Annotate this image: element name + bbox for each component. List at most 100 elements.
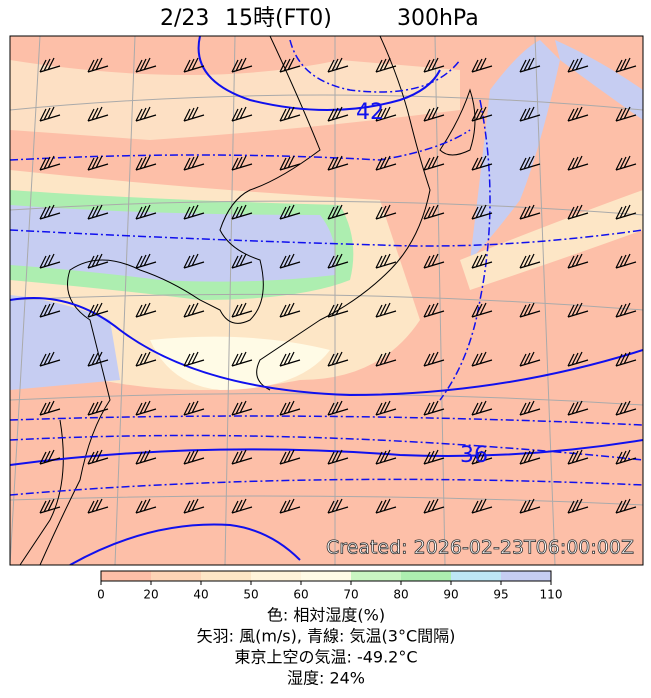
title-date: 2/23 [160, 6, 209, 31]
wind-barb [615, 498, 637, 514]
wind-barb [279, 302, 301, 318]
wind-barb [471, 498, 493, 514]
wind-barb [375, 449, 397, 465]
wind-barb [615, 57, 637, 73]
wind-barb [327, 400, 349, 416]
wind-barb [231, 253, 253, 269]
wind-barb [423, 204, 445, 220]
caption: 色: 相対湿度(%) [267, 606, 385, 625]
contour-label: 42 [356, 100, 384, 125]
wind-barb [423, 155, 445, 171]
wind-barb [567, 498, 589, 514]
wind-barb [471, 302, 493, 318]
colorbar-segment [301, 571, 351, 581]
wind-barb [615, 204, 637, 220]
wind-barb [183, 302, 205, 318]
colorbar-segment [451, 571, 501, 581]
wind-barb [615, 351, 637, 367]
wind-barb [327, 155, 349, 171]
wind-barb [423, 400, 445, 416]
colorbar-segment [101, 571, 151, 581]
wind-barb [231, 449, 253, 465]
wind-barb [279, 253, 301, 269]
wind-barb [135, 400, 157, 416]
wind-barb [279, 498, 301, 514]
wind-barb [183, 155, 205, 171]
wind-barb [87, 106, 109, 122]
wind-barb [327, 351, 349, 367]
wind-barb [423, 302, 445, 318]
wind-barb [471, 155, 493, 171]
wind-barb [327, 204, 349, 220]
wind-barb [279, 400, 301, 416]
wind-barb [375, 253, 397, 269]
colorbar-segment [251, 571, 301, 581]
wind-barb [423, 351, 445, 367]
wind-barb [327, 302, 349, 318]
wind-barb [423, 498, 445, 514]
wind-barb [423, 57, 445, 73]
wind-barb [615, 449, 637, 465]
wind-barb [87, 57, 109, 73]
colorbar-segment [151, 571, 201, 581]
created-stamp: Created: 2026-02-23T06:00:00Z [326, 537, 634, 559]
wind-barb [135, 155, 157, 171]
colorbar-tick-label: 95 [493, 588, 508, 602]
caption: 湿度: 24% [287, 669, 365, 688]
colorbar-tick-label: 110 [540, 588, 563, 602]
wind-barb [519, 449, 541, 465]
wind-barb [375, 498, 397, 514]
colorbar-tick-label: 0 [97, 588, 105, 602]
wind-barb [471, 253, 493, 269]
wind-barb [135, 449, 157, 465]
wind-barb [519, 351, 541, 367]
colorbar-tick-label: 50 [243, 588, 258, 602]
colorbar-tick-label: 70 [343, 588, 358, 602]
wind-barb [87, 400, 109, 416]
wind-barb [39, 400, 61, 416]
wind-barb [231, 57, 253, 73]
colorbar-tick-label: 20 [143, 588, 158, 602]
wind-barb [39, 106, 61, 122]
wind-barb [135, 204, 157, 220]
wind-barb [39, 155, 61, 171]
wind-barb [279, 351, 301, 367]
wind-barb [375, 400, 397, 416]
wind-barb [567, 400, 589, 416]
wind-barb [375, 351, 397, 367]
wind-barb [87, 253, 109, 269]
colorbar-segment [201, 571, 251, 581]
colorbar-tick-label: 40 [193, 588, 208, 602]
title-level: 300hPa [397, 6, 479, 31]
wind-barb [567, 106, 589, 122]
wind-barb [87, 302, 109, 318]
wind-barb [567, 57, 589, 73]
wind-barb [423, 106, 445, 122]
wind-barb [519, 498, 541, 514]
wind-barb [135, 498, 157, 514]
wind-barb [231, 400, 253, 416]
wind-barb [39, 498, 61, 514]
wind-barb [327, 253, 349, 269]
wind-barb [87, 351, 109, 367]
map-frame [9, 35, 644, 566]
wind-barb [615, 155, 637, 171]
wind-barb [183, 106, 205, 122]
wind-barb [519, 400, 541, 416]
wind-barb [279, 204, 301, 220]
wind-barb [231, 106, 253, 122]
wind-barb [279, 57, 301, 73]
wind-barb [87, 155, 109, 171]
wind-barb [183, 400, 205, 416]
wind-barb [231, 204, 253, 220]
wind-barb [519, 253, 541, 269]
wind-barb [183, 204, 205, 220]
wind-barb [39, 204, 61, 220]
wind-barb [231, 498, 253, 514]
wind-barb [471, 449, 493, 465]
contour-label: 36 [460, 443, 488, 468]
wind-barb [567, 253, 589, 269]
wind-barb [519, 106, 541, 122]
wind-barb [279, 106, 301, 122]
